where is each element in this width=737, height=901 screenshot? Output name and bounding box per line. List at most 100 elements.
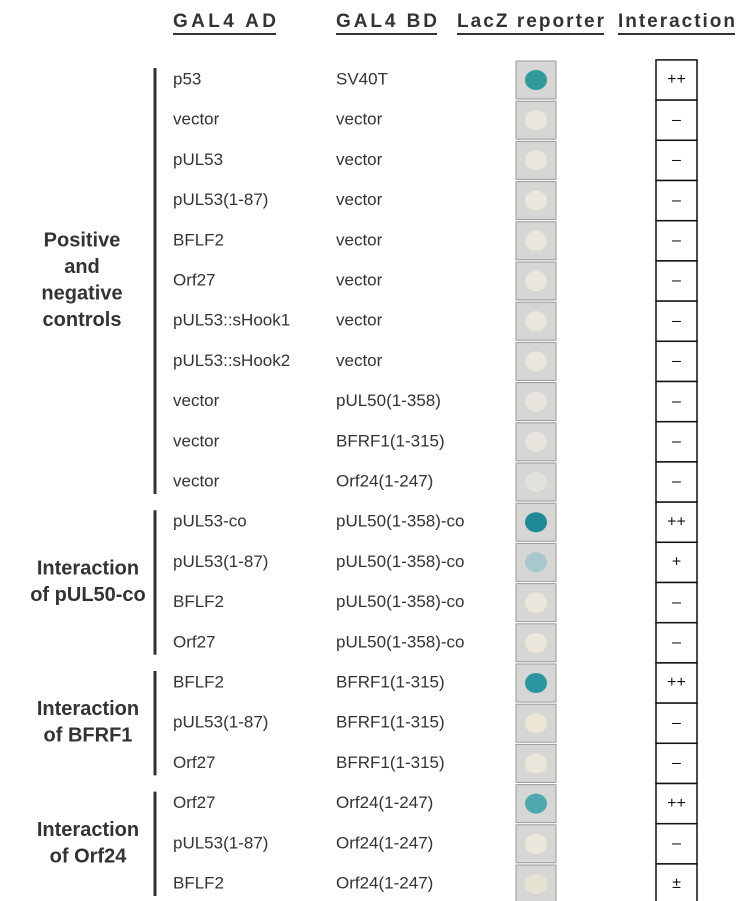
lacz-spot xyxy=(525,794,547,814)
bd-construct: BFRF1(1-315) xyxy=(336,713,445,732)
ad-construct: pUL53(1-87) xyxy=(173,190,268,209)
ad-construct: pUL53(1-87) xyxy=(173,713,268,732)
ad-construct: vector xyxy=(173,391,220,410)
lacz-spot xyxy=(525,392,547,412)
interaction: – xyxy=(672,433,681,450)
group-label: of BFRF1 xyxy=(44,725,133,747)
bd-construct: vector xyxy=(336,311,383,330)
bd-construct: vector xyxy=(336,270,383,289)
lacz-spot xyxy=(525,874,547,894)
bd-construct: pUL50(1-358) xyxy=(336,391,441,410)
ad-construct: pUL53::sHook2 xyxy=(173,351,290,370)
bd-construct: BFRF1(1-315) xyxy=(336,672,445,691)
bd-construct: vector xyxy=(336,150,383,169)
ad-construct: Orf27 xyxy=(173,632,216,651)
lacz-spot xyxy=(525,110,547,130)
group-label: negative xyxy=(41,283,122,305)
lacz-spot xyxy=(525,633,547,653)
interaction: – xyxy=(672,152,681,169)
interaction: – xyxy=(672,755,681,772)
bd-construct: pUL50(1-358)-co xyxy=(336,512,465,531)
bd-construct: Orf24(1-247) xyxy=(336,873,433,892)
ad-construct: pUL53 xyxy=(173,150,223,169)
page: GAL4 AD GAL4 BD LacZ reporter Interaction Po… xyxy=(0,0,737,901)
bd-construct: SV40T xyxy=(336,69,388,88)
interaction: – xyxy=(672,192,681,209)
ad-construct: BFLF2 xyxy=(173,230,224,249)
lacz-spot xyxy=(525,70,547,90)
interaction: ± xyxy=(672,875,681,892)
lacz-spot xyxy=(525,673,547,693)
lacz-spot xyxy=(525,552,547,572)
lacz-spot xyxy=(525,753,547,773)
ad-construct: vector xyxy=(173,110,220,129)
lacz-spot xyxy=(525,231,547,251)
ad-construct: Orf27 xyxy=(173,793,216,812)
bd-construct: vector xyxy=(336,351,383,370)
bd-construct: vector xyxy=(336,190,383,209)
interaction: + xyxy=(672,554,681,571)
interaction: – xyxy=(672,714,681,731)
interaction: – xyxy=(672,353,681,370)
ad-construct: BFLF2 xyxy=(173,672,224,691)
group-label: Interaction xyxy=(37,558,139,580)
lacz-spot xyxy=(525,351,547,371)
ad-construct: pUL53-co xyxy=(173,512,247,531)
bd-construct: Orf24(1-247) xyxy=(336,833,433,852)
interaction: – xyxy=(672,594,681,611)
interaction: – xyxy=(672,232,681,249)
lacz-spot xyxy=(525,191,547,211)
bd-construct: Orf24(1-247) xyxy=(336,471,433,490)
bd-construct: BFRF1(1-315) xyxy=(336,753,445,772)
bd-construct: BFRF1(1-315) xyxy=(336,431,445,450)
interaction: – xyxy=(672,111,681,128)
interaction: – xyxy=(672,835,681,852)
bd-construct: pUL50(1-358)-co xyxy=(336,592,465,611)
lacz-spot xyxy=(525,432,547,452)
ad-construct: p53 xyxy=(173,69,201,88)
column-header: GAL4 BD xyxy=(336,11,437,32)
lacz-spot xyxy=(525,311,547,331)
interaction: – xyxy=(672,393,681,410)
bd-construct: pUL50(1-358)-co xyxy=(336,552,465,571)
bd-construct: vector xyxy=(336,110,383,129)
column-header: Interaction xyxy=(618,11,735,32)
ad-construct: pUL53(1-87) xyxy=(173,833,268,852)
ad-construct: BFLF2 xyxy=(173,873,224,892)
group-label: Interaction xyxy=(37,819,139,841)
lacz-spot xyxy=(525,593,547,613)
ad-construct: vector xyxy=(173,471,220,490)
interaction: ++ xyxy=(667,71,686,88)
interaction: – xyxy=(672,312,681,329)
interaction: – xyxy=(672,473,681,490)
ad-construct: pUL53(1-87) xyxy=(173,552,268,571)
ad-construct: vector xyxy=(173,431,220,450)
ad-construct: BFLF2 xyxy=(173,592,224,611)
lacz-spot xyxy=(525,271,547,291)
group-label: Interaction xyxy=(37,698,139,720)
ad-construct: Orf27 xyxy=(173,753,216,772)
group-label: of Orf24 xyxy=(50,845,128,867)
column-header: GAL4 AD xyxy=(173,11,276,32)
interaction: ++ xyxy=(667,674,686,691)
lacz-spot xyxy=(525,512,547,532)
lacz-spot xyxy=(525,150,547,170)
interaction: – xyxy=(672,272,681,289)
group-label: Positive xyxy=(44,230,121,252)
ad-construct: Orf27 xyxy=(173,270,216,289)
lacz-spot xyxy=(525,834,547,854)
ad-construct: pUL53::sHook1 xyxy=(173,311,290,330)
lacz-spot xyxy=(525,472,547,492)
group-label: controls xyxy=(43,309,122,331)
group-label: of pUL50-co xyxy=(30,584,146,606)
bd-construct: Orf24(1-247) xyxy=(336,793,433,812)
interaction: ++ xyxy=(667,513,686,530)
interaction: – xyxy=(672,634,681,651)
group-label: and xyxy=(64,256,100,278)
column-header: LacZ reporter xyxy=(457,11,605,32)
bd-construct: pUL50(1-358)-co xyxy=(336,632,465,651)
interaction: ++ xyxy=(667,795,686,812)
figure: GAL4 AD GAL4 BD LacZ reporter Interaction Po… xyxy=(0,0,737,901)
bd-construct: vector xyxy=(336,230,383,249)
lacz-spot xyxy=(525,713,547,733)
